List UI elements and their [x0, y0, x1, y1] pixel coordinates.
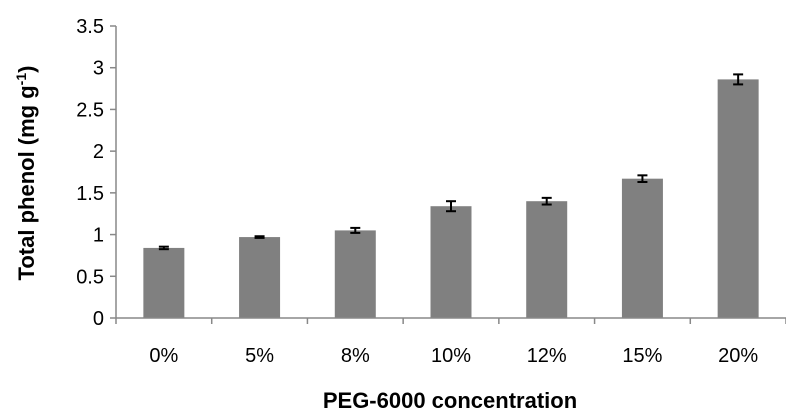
x-tick-label: 5% [245, 345, 274, 367]
bar [430, 206, 472, 318]
y-tick-label: 2.5 [76, 99, 104, 121]
bar [239, 237, 281, 318]
x-axis-title: PEG-6000 concentration [323, 388, 577, 413]
bars [143, 79, 759, 318]
bar [143, 247, 185, 318]
bar [621, 178, 663, 318]
error-bar [637, 174, 648, 184]
error-bar [541, 196, 552, 206]
y-tick-label: 1 [93, 225, 104, 247]
y-axis-title-sup: -1 [13, 73, 29, 86]
y-axis-title-tail: ) [14, 66, 39, 73]
error-bar [254, 235, 265, 239]
x-tick-label: 10% [431, 345, 471, 367]
y-tick-label: 0 [93, 308, 104, 330]
y-axis-ticks: 0 0.5 1 1.5 2 2.5 3 3.5 [76, 16, 116, 330]
error-bars [158, 73, 744, 251]
bar [526, 201, 568, 318]
x-tick-label: 0% [149, 345, 178, 367]
error-bar [733, 73, 744, 86]
x-tick-label: 12% [527, 345, 567, 367]
x-tick-label: 15% [622, 345, 662, 367]
y-tick-label: 3.5 [76, 16, 104, 38]
error-bar [350, 226, 361, 234]
x-tick-label: 8% [341, 345, 370, 367]
y-tick-label: 1.5 [76, 183, 104, 205]
y-axis-title-main: Total phenol (mg g [14, 85, 39, 280]
x-axis-ticks: 0% 5% 8% 10% 12% 15% 20% [115, 318, 786, 367]
y-axis-title: Total phenol (mg g-1) [13, 66, 39, 281]
y-tick-label: 0.5 [76, 266, 104, 288]
y-tick-label: 2 [93, 141, 104, 163]
bar [717, 79, 759, 318]
error-bar [446, 200, 456, 213]
x-tick-label: 20% [718, 345, 758, 367]
bar [334, 230, 376, 318]
y-tick-label: 3 [93, 58, 104, 80]
error-bar [158, 245, 169, 251]
